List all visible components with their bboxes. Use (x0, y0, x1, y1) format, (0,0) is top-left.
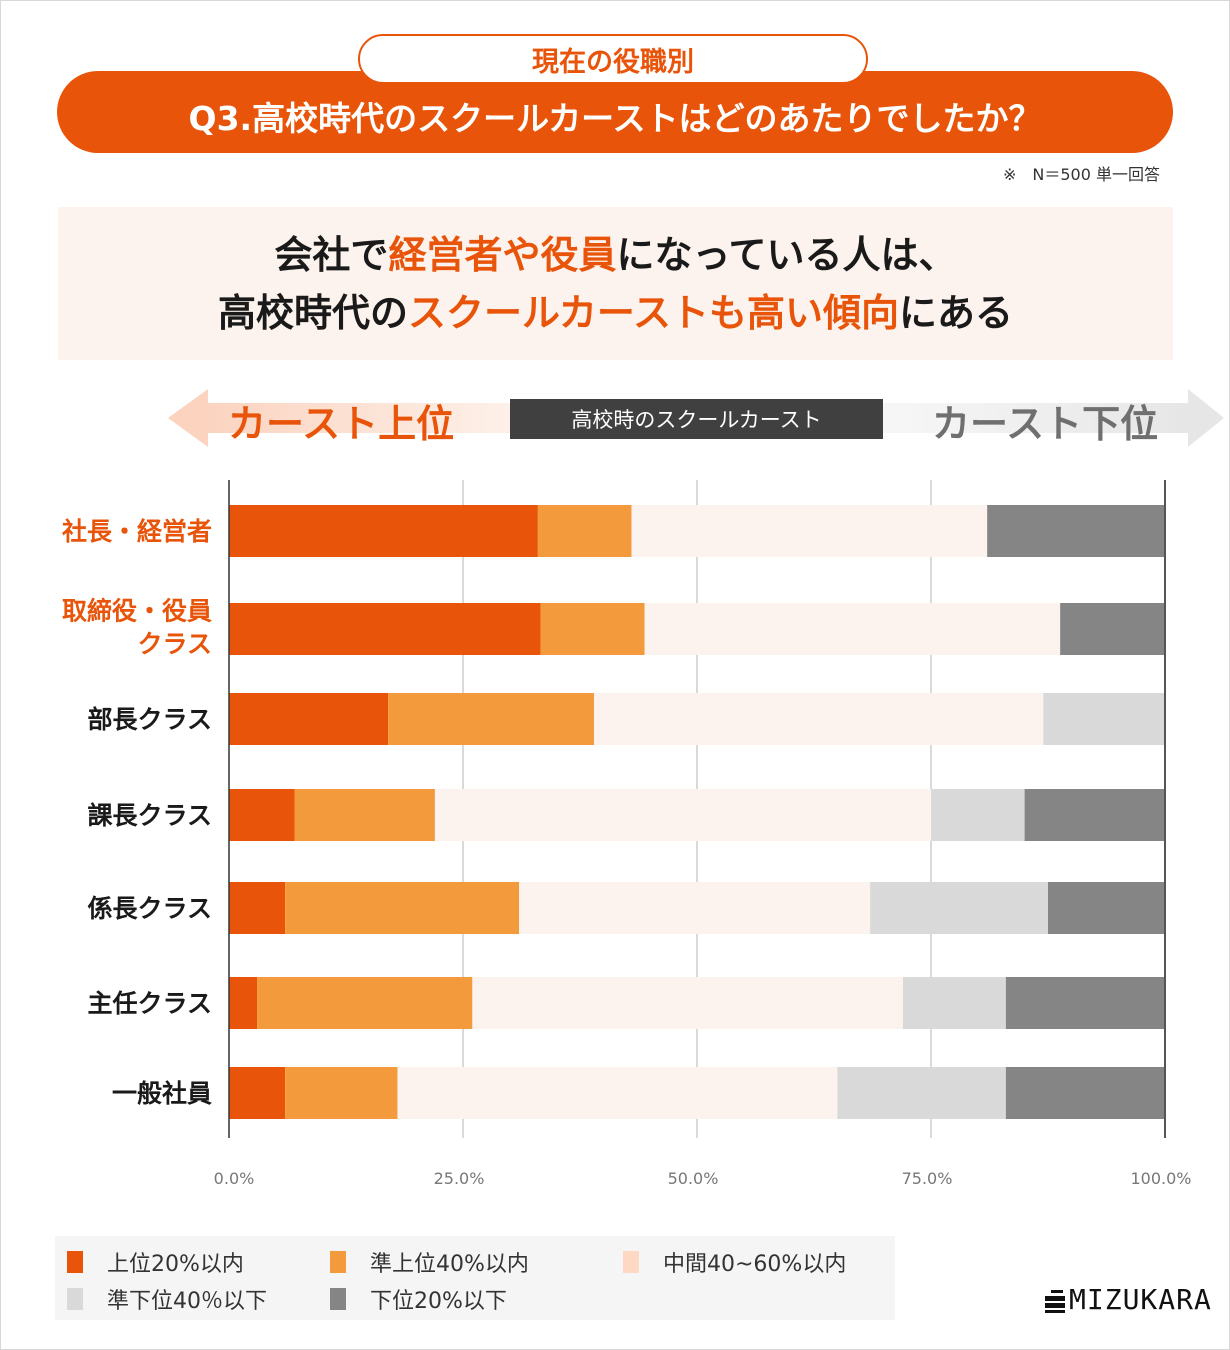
logo-mark-icon (1045, 1287, 1065, 1313)
bar-segment (229, 882, 286, 934)
arrow-right-band (880, 403, 1190, 433)
bar-segment (1043, 693, 1165, 745)
category-label: 部長クラス (87, 705, 212, 734)
bar-segment (229, 789, 295, 841)
bar-segment (987, 505, 1165, 557)
legend-item: 中間40~60%以内 (623, 1246, 846, 1278)
bar-segment (540, 603, 645, 655)
bar-segment (594, 693, 1044, 745)
headline-line-2: 高校時代のスクールカーストも高い傾向にある (218, 284, 1013, 342)
arrow-left-band (200, 403, 520, 433)
legend-swatch (67, 1251, 83, 1273)
bar-segment (631, 505, 988, 557)
bar-segment (229, 1067, 286, 1119)
headline-box: 会社で経営者や役員になっている人は、 高校時代のスクールカーストも高い傾向にある (58, 207, 1173, 360)
legend-item: 準下位40％以下 (67, 1283, 267, 1315)
legend-swatch (67, 1288, 83, 1310)
headline-text: になっている人は、 (616, 232, 957, 277)
bar-segment (229, 505, 538, 557)
bar-segment (257, 977, 473, 1029)
category-label: 主任クラス (87, 989, 212, 1018)
bar-segment (837, 1067, 1006, 1119)
bar-segment (519, 882, 871, 934)
bar-segment (397, 1067, 838, 1119)
x-tick-label: 50.0% (668, 1169, 719, 1188)
x-tick-label: 0.0% (214, 1169, 255, 1188)
bar-segment (931, 789, 1025, 841)
headline-text: 高校時代の (218, 290, 409, 335)
headline-highlight: 経営者や役員 (388, 232, 617, 277)
bar-segment (537, 505, 632, 557)
bar-segment (644, 603, 1061, 655)
category-label: 取締役・役員クラス (62, 597, 212, 659)
bar-segment (434, 789, 931, 841)
bar-segment (1048, 882, 1165, 934)
title-banner: Q3.高校時代のスクールカーストはどのあたりでしたか？ (57, 71, 1173, 153)
bar-segment (229, 603, 541, 655)
brand-logo: MIZUKARA (1045, 1283, 1212, 1316)
headline-text: にある (898, 290, 1013, 335)
legend-swatch (330, 1288, 346, 1310)
headline-text: 会社で (274, 232, 389, 277)
bar-segment (229, 693, 389, 745)
legend-label: 準上位40%以内 (370, 1252, 529, 1277)
bar-segment (870, 882, 1048, 934)
headline-line-1: 会社で経営者や役員になっている人は、 (274, 226, 956, 284)
axis-title-text: 高校時のスクールカースト (571, 408, 822, 432)
sample-note: ※ N＝500 単一回答 (1002, 165, 1160, 184)
bar-segment (1060, 603, 1165, 655)
subtitle-pill: 現在の役職別 (358, 34, 868, 84)
bar-segment (229, 977, 258, 1029)
legend-label: 下位20%以下 (370, 1289, 507, 1314)
caste-top-label: カースト上位 (228, 402, 455, 446)
x-tick-label: 100.0% (1130, 1169, 1191, 1188)
legend: 上位20%以内 準上位40%以内 中間40~60%以内準下位40％以下 下位20%以下 (55, 1236, 895, 1320)
bar-segment (1024, 789, 1165, 841)
question-title: Q3.高校時代のスクールカーストはどのあたりでしたか？ (188, 99, 1042, 138)
legend-item: 上位20%以内 (67, 1246, 244, 1278)
legend-label: 上位20%以内 (107, 1252, 244, 1277)
x-tick-label: 75.0% (902, 1169, 953, 1188)
x-tick-label: 25.0% (434, 1169, 485, 1188)
headline-highlight: スクールカーストも高い傾向 (408, 290, 899, 335)
bar-segment (902, 977, 1006, 1029)
bar-segment (1005, 977, 1165, 1029)
category-label: 社長・経営者 (62, 517, 212, 546)
legend-item: 準上位40%以内 (330, 1246, 529, 1278)
subtitle-text: 現在の役職別 (532, 46, 694, 78)
category-label: 一般社員 (112, 1079, 212, 1108)
bar-segment (285, 882, 520, 934)
bar-segment (285, 1067, 398, 1119)
legend-label: 中間40~60%以内 (663, 1252, 847, 1277)
category-label: 課長クラス (87, 801, 212, 830)
legend-item: 下位20%以下 (330, 1283, 507, 1315)
legend-swatch (623, 1251, 639, 1273)
arrow-right-icon (1188, 389, 1224, 447)
bar-segment (388, 693, 595, 745)
axis-title: 高校時のスクールカースト (510, 399, 883, 439)
bar-segment (1005, 1067, 1165, 1119)
logo-text: MIZUKARA (1069, 1283, 1212, 1316)
caste-bottom-label: カースト下位 (932, 402, 1159, 446)
caste-scale-arrow: カースト上位 高校時のスクールカースト カースト下位 (0, 385, 1230, 455)
bar-segment (472, 977, 903, 1029)
legend-swatch (330, 1251, 346, 1273)
category-label: 係長クラス (87, 894, 212, 923)
arrow-left-icon (168, 389, 208, 447)
legend-label: 準下位40％以下 (107, 1289, 267, 1314)
bar-segment (294, 789, 435, 841)
